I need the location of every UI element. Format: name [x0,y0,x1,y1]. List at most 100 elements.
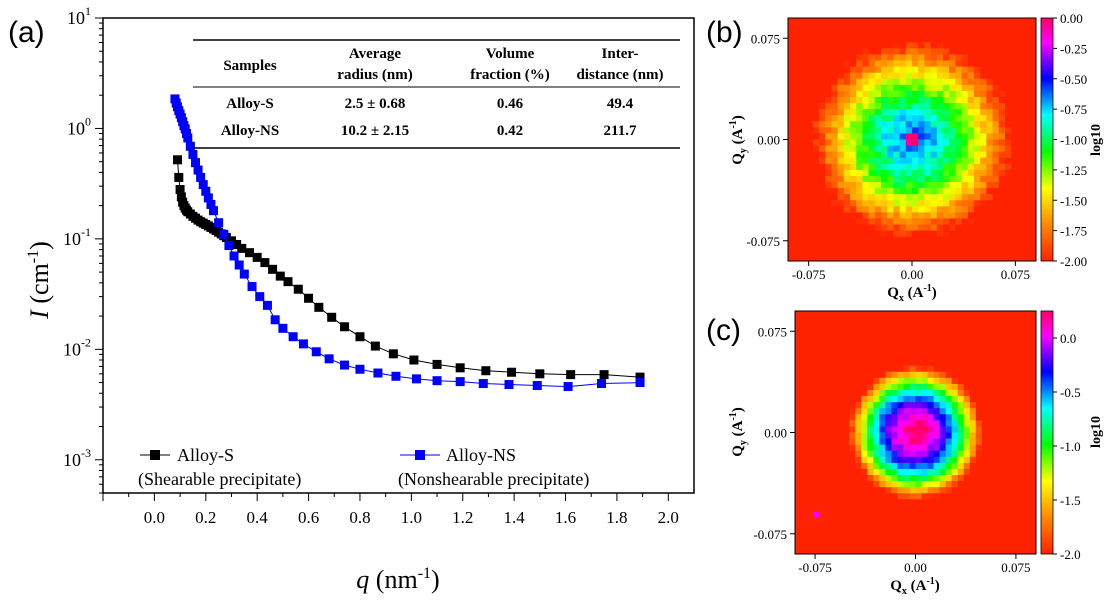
heatmap-cell [862,90,869,98]
heatmap-cell [999,335,1007,342]
heatmap-cell [837,182,845,189]
heatmap-cell [918,230,925,238]
heatmap-cell [921,432,928,439]
heatmap-cell [800,72,807,80]
heatmap-cell [801,547,808,555]
heatmap-cell [837,523,844,531]
heatmap-cell [1005,438,1013,446]
heatmap-cell [893,224,900,232]
heatmap-cell [800,157,807,165]
heatmap-cell [893,212,900,219]
heatmap-cell [861,493,868,500]
heatmap-cell [909,517,916,525]
heatmap-cell [795,547,802,555]
heatmap-cell [897,323,904,330]
heatmap-cell [849,493,856,500]
heatmap-cell [903,323,910,330]
heatmap-cell [867,499,874,506]
heatmap-cell [943,236,950,244]
heatmap-cell [1005,60,1012,67]
heatmap-cell [831,365,838,373]
heatmap-cell [831,121,838,128]
heatmap-cell [831,200,838,207]
heatmap-cell [1011,523,1019,531]
heatmap-cell [969,438,977,446]
heatmap-cell [1005,182,1012,189]
heatmap-cell [998,127,1006,134]
x-tick-label: 0.075 [1001,560,1030,575]
heatmap-cell [1011,236,1018,244]
heatmap-cell [897,523,904,531]
heatmap-cell [1011,175,1018,183]
heatmap-cell [969,505,977,512]
heatmap-cell [981,523,989,531]
heatmap-cell [969,511,977,518]
heatmap-cell [800,60,807,67]
heatmap-cell [945,347,953,354]
heatmap-cell [1005,84,1012,92]
heatmap-cell [807,499,814,506]
heatmap-cell [981,547,989,555]
heatmap-cell [945,541,953,549]
heatmap-cell [862,72,869,80]
heatmap-cell [986,242,993,250]
heatmap-cell [1017,72,1024,80]
heatmap-cell [1023,169,1031,177]
heatmap-cell [806,96,814,104]
heatmap-cell [849,341,856,348]
heatmap-cell [933,547,941,555]
heatmap-cell [981,535,989,543]
heatmap-cell [975,505,983,512]
data-point [311,347,321,357]
heatmap-cell [992,145,1000,153]
heatmap-cell [987,408,995,415]
heatmap-cell [993,505,1001,512]
heatmap-cell [893,145,900,153]
heatmap-cell [905,30,913,37]
heatmap-cell [915,462,922,470]
heatmap-cell [879,389,886,397]
heatmap-cell [885,456,892,464]
data-point [373,368,383,378]
heatmap-cell [963,438,971,446]
data-point [409,355,419,365]
heatmap-cell [955,66,962,74]
heatmap-cell [849,383,856,391]
heatmap-cell [1011,169,1018,177]
heatmap-cell [813,547,820,555]
heatmap-cell [918,96,925,104]
heatmap-cell [1005,230,1012,238]
heatmap-cell [992,206,1000,213]
heatmap-cell [807,481,814,488]
heatmap-cell [963,377,971,385]
heatmap-cell [856,151,863,159]
heatmap-cell [939,317,947,324]
heatmap-cell [807,456,814,464]
heatmap-cell [850,175,857,183]
heatmap-cell [951,547,959,555]
heatmap-cell [881,182,888,189]
heatmap-cell [831,487,838,494]
heatmap-cell [788,109,795,116]
heatmap-cell [945,420,953,427]
heatmap-cell [887,254,894,262]
heatmap-cell [867,341,874,348]
heatmap-cell [788,163,795,171]
heatmap-cell [837,396,844,403]
heatmap-cell [1029,414,1037,421]
heatmap-cell [862,24,869,31]
heatmap-cell [924,18,931,25]
heatmap-cell [955,30,962,37]
heatmap-cell [879,499,886,506]
data-point [391,371,401,381]
heatmap-cell [986,157,993,165]
heatmap-cell [967,30,975,37]
heatmap-cell [881,206,888,213]
heatmap-cell [867,535,874,543]
heatmap-cell [998,30,1006,37]
heatmap-cell [992,151,1000,159]
heatmap-cell [825,396,832,403]
heatmap-cell [819,335,826,342]
heatmap-cell [1017,54,1024,61]
heatmap-cell [874,18,882,25]
